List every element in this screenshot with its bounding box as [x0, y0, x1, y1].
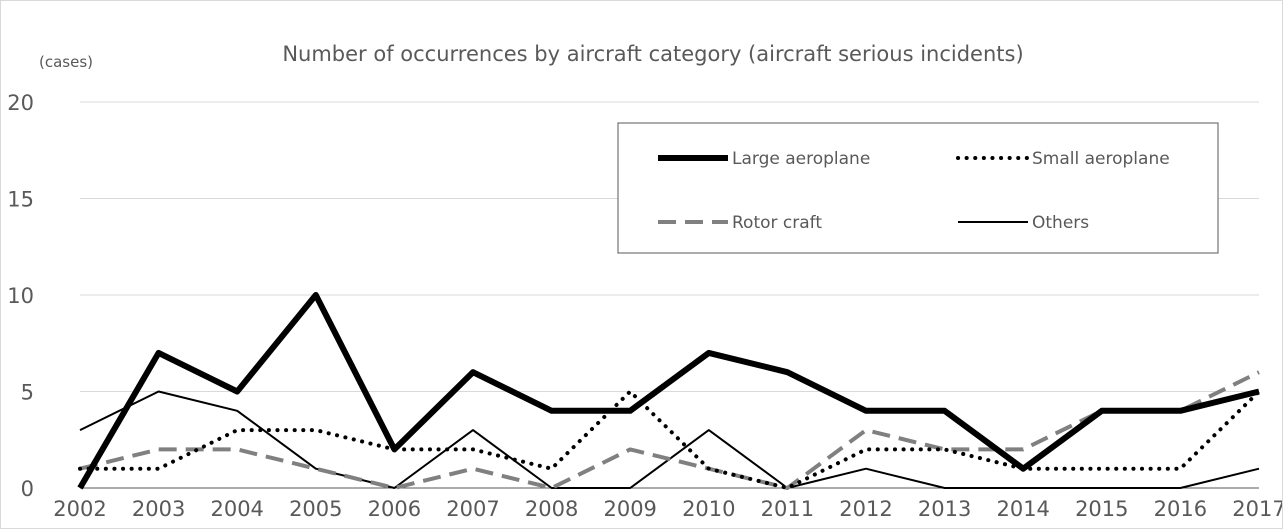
- legend-others-label: Others: [1032, 213, 1089, 233]
- chart-title: Number of occurrences by aircraft catego…: [282, 42, 1023, 66]
- y-axis-unit-label: (cases): [39, 53, 93, 71]
- x-tick-label: 2009: [603, 497, 656, 521]
- series-line-small-aeroplane: [78, 388, 1261, 491]
- x-tick-label: 2010: [682, 497, 735, 521]
- x-tick-label: 2003: [132, 497, 185, 521]
- x-tick-label: 2002: [53, 497, 106, 521]
- y-tick-label: 0: [21, 477, 34, 501]
- x-tick-label: 2017: [1232, 497, 1282, 521]
- series-line-large-aeroplane: [77, 292, 1260, 490]
- series-line-rotor-craft: [79, 370, 1260, 490]
- x-tick-label: 2015: [1075, 497, 1128, 521]
- y-tick-label: 5: [21, 381, 34, 405]
- x-tick-label: 2013: [918, 497, 971, 521]
- x-tick-label: 2006: [368, 497, 421, 521]
- legend: Large aeroplane Small aeroplane Rotor craf…: [617, 122, 1219, 254]
- x-tick-label: 2007: [446, 497, 499, 521]
- series-line-others: [79, 390, 1260, 489]
- legend-box: [617, 122, 1219, 254]
- y-tick-label: 15: [7, 188, 34, 212]
- x-tick-label: 2016: [1154, 497, 1207, 521]
- x-tick-label: 2011: [761, 497, 814, 521]
- y-tick-label: 20: [7, 91, 34, 115]
- x-tick-label: 2014: [996, 497, 1049, 521]
- x-tick-label: 2004: [210, 497, 263, 521]
- y-tick-label: 10: [7, 284, 34, 308]
- legend-small-aeroplane-label: Small aeroplane: [1032, 149, 1170, 169]
- x-tick-label: 2008: [525, 497, 578, 521]
- legend-rotor-craft-label: Rotor craft: [732, 213, 822, 233]
- axes: 0 5 10 15 20 2002 2003 2004 2005 2006 2007 2008 2009…: [7, 91, 1283, 521]
- x-tick-label: 2012: [839, 497, 892, 521]
- x-tick-label: 2005: [289, 497, 342, 521]
- series-lines: [77, 292, 1261, 491]
- legend-large-aeroplane-label: Large aeroplane: [732, 149, 870, 169]
